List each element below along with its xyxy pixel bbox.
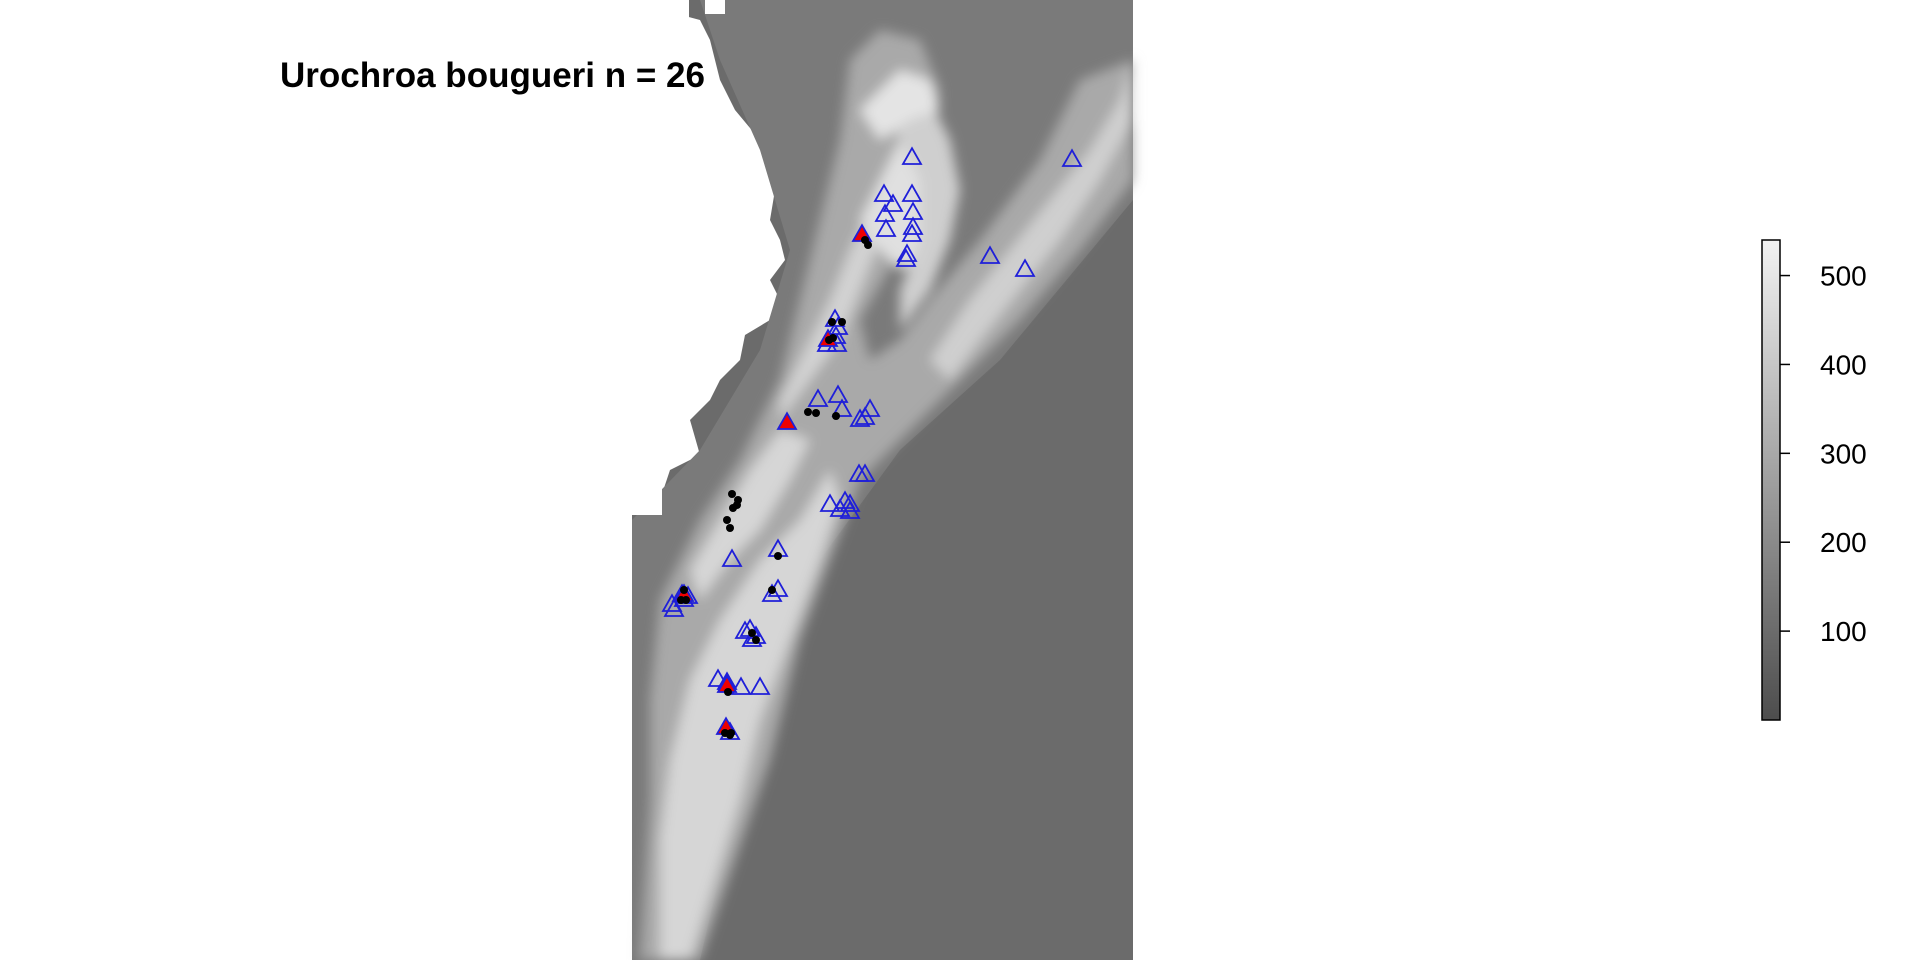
open-triangle-marker bbox=[875, 218, 897, 237]
open-triangle-marker bbox=[827, 316, 849, 335]
open-triangle-marker bbox=[1061, 148, 1083, 167]
occurrence-points bbox=[677, 236, 872, 739]
colorbar-gradient bbox=[1761, 239, 1781, 721]
colorbar-tick-label: 200 bbox=[1820, 527, 1867, 558]
occurrence-dot bbox=[723, 516, 731, 524]
colorbar-legend: 500 400 300 200 100 bbox=[1761, 239, 1867, 721]
open-triangle-marker bbox=[901, 223, 923, 242]
highlands bbox=[640, 30, 1133, 960]
open-triangle-marker bbox=[761, 583, 783, 602]
occurrence-dot bbox=[774, 552, 782, 560]
colorbar-tick-label: 400 bbox=[1820, 349, 1867, 380]
occurrence-dot bbox=[812, 409, 820, 417]
colorbar-tick-label: 300 bbox=[1820, 438, 1867, 469]
open-triangle-marker bbox=[829, 498, 851, 517]
open-triangle-marker bbox=[831, 398, 853, 417]
open-triangle-marker bbox=[854, 463, 876, 482]
occurrence-dot bbox=[838, 318, 846, 326]
open-triangle-marker bbox=[849, 408, 871, 427]
reference-triangles bbox=[661, 146, 1083, 740]
open-triangle-marker bbox=[839, 500, 861, 519]
open-triangle-marker bbox=[749, 676, 771, 695]
red-triangle-marker bbox=[776, 411, 798, 430]
open-triangle-marker bbox=[827, 384, 849, 403]
occurrence-dot bbox=[680, 586, 688, 594]
open-triangle-marker bbox=[896, 243, 918, 262]
colorbar-tick-label: 100 bbox=[1820, 616, 1867, 647]
open-triangle-marker bbox=[901, 146, 923, 165]
open-triangle-marker bbox=[873, 183, 895, 202]
occurrence-dot bbox=[682, 596, 690, 604]
occurrence-dot bbox=[828, 318, 836, 326]
occurrence-dot bbox=[829, 334, 837, 342]
occurrence-dot bbox=[861, 236, 869, 244]
occurrence-dot bbox=[768, 586, 776, 594]
occurrence-dot bbox=[724, 688, 732, 696]
open-triangle-marker bbox=[707, 668, 729, 687]
open-triangle-marker bbox=[902, 216, 924, 235]
colorbar-ticks: 500 400 300 200 100 bbox=[1780, 261, 1867, 647]
open-triangle-marker bbox=[819, 493, 841, 512]
open-triangle-marker bbox=[839, 493, 861, 512]
occurrence-dot bbox=[726, 524, 734, 532]
open-triangle-marker bbox=[882, 193, 904, 212]
open-triangle-marker bbox=[901, 183, 923, 202]
occurrence-dot bbox=[804, 408, 812, 416]
map-title: Urochroa bougueri n = 26 bbox=[280, 56, 705, 95]
occurrence-dot bbox=[752, 636, 760, 644]
occurrence-dot bbox=[726, 731, 734, 739]
occurrence-dot bbox=[748, 629, 756, 637]
open-triangle-marker bbox=[979, 245, 1001, 264]
open-triangle-marker bbox=[895, 248, 917, 267]
open-triangle-marker bbox=[824, 308, 846, 327]
open-triangle-marker bbox=[730, 676, 752, 695]
occurrence-dot bbox=[733, 501, 741, 509]
open-triangle-marker bbox=[807, 388, 829, 407]
open-triangle-marker bbox=[854, 406, 876, 425]
occurrence-dot bbox=[728, 490, 736, 498]
open-triangle-marker bbox=[721, 548, 743, 567]
open-triangle-marker bbox=[663, 598, 685, 617]
elevation-raster bbox=[632, 0, 1133, 960]
open-triangle-marker bbox=[1014, 258, 1036, 277]
colorbar-tick-label: 500 bbox=[1820, 261, 1867, 292]
occurrence-dot bbox=[832, 412, 840, 420]
